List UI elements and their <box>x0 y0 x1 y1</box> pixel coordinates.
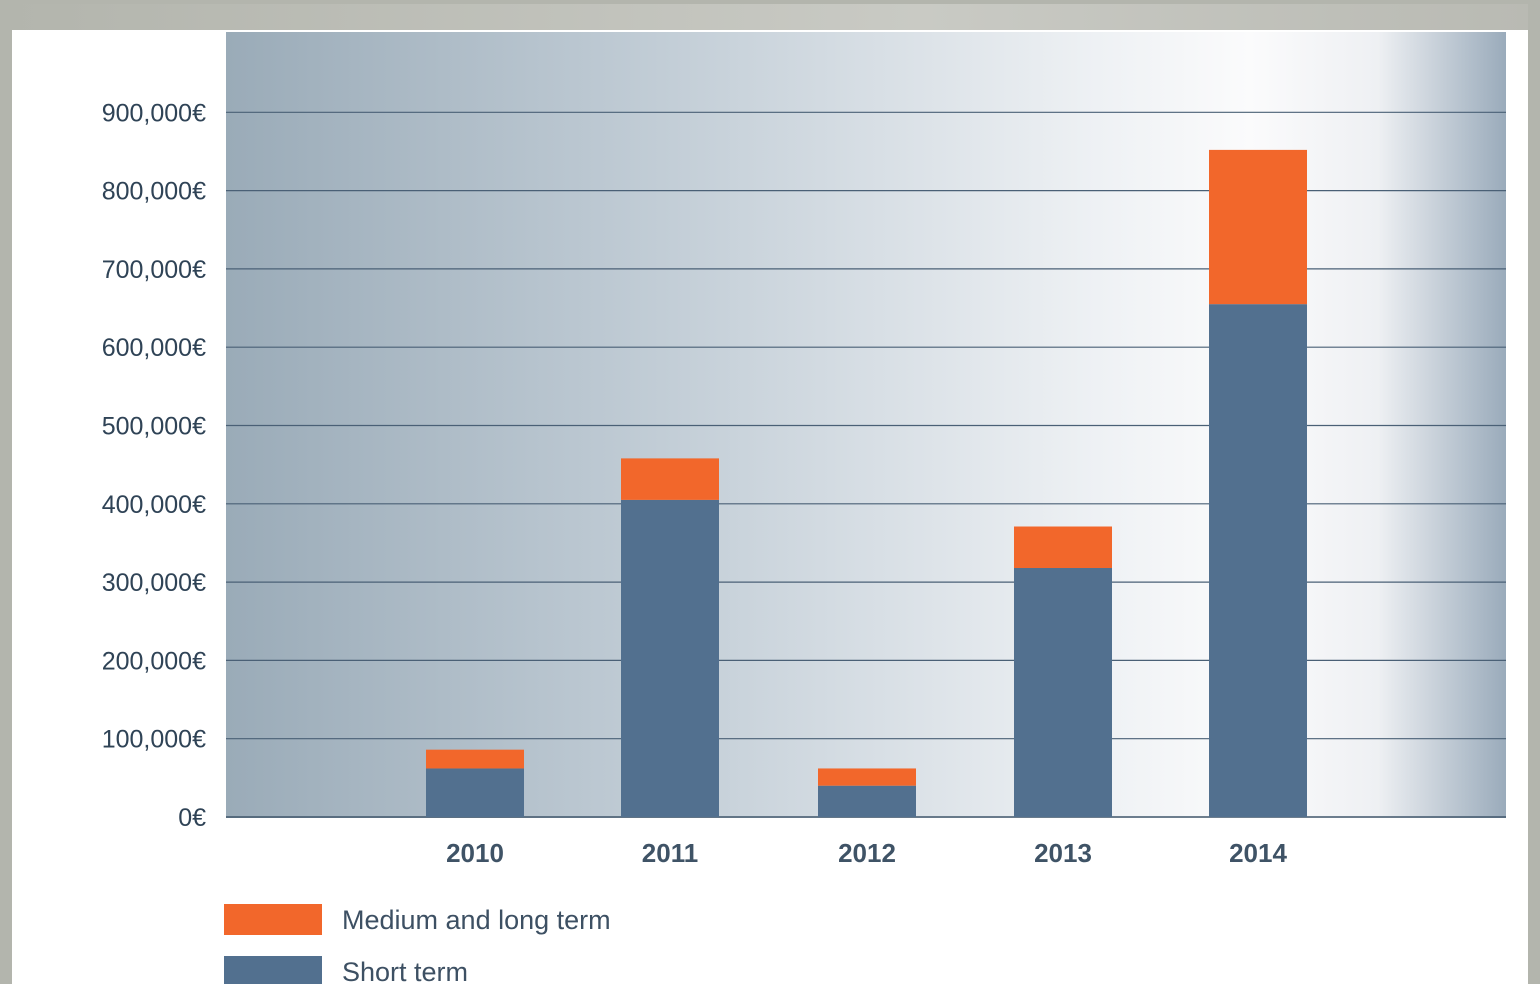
y-tick-label: 200,000€ <box>102 647 206 675</box>
legend: Medium and long term Short term <box>224 904 611 984</box>
y-axis: 0€ 100,000€ 200,000€ 300,000€ 400,000€ 500,00… <box>102 99 206 832</box>
y-tick-label: 100,000€ <box>102 726 206 754</box>
chart-frame: 0€ 100,000€ 200,000€ 300,000€ 400,000€ 500,00… <box>12 4 1528 984</box>
x-tick-label: 2011 <box>642 838 698 868</box>
legend-label: Medium and long term <box>342 905 611 935</box>
bar-short-term-2013 <box>1014 568 1112 817</box>
bar-short-term-2011 <box>621 499 719 817</box>
y-tick-label: 900,000€ <box>102 99 206 127</box>
legend-label: Short term <box>342 957 468 984</box>
bar-medium-long-term-2011 <box>621 458 719 500</box>
y-tick-label: 700,000€ <box>102 256 206 284</box>
gridlines <box>226 111 1506 818</box>
bars <box>426 149 1307 817</box>
legend-swatch <box>224 904 322 935</box>
bar-short-term-2012 <box>818 785 916 817</box>
y-tick-label: 600,000€ <box>102 334 206 362</box>
bar-medium-long-term-2014 <box>1209 149 1307 305</box>
stacked-bar-chart: 0€ 100,000€ 200,000€ 300,000€ 400,000€ 500,00… <box>102 99 1506 984</box>
x-axis: 2010 2011 2012 2013 2014 <box>446 838 1287 868</box>
bar-medium-long-term-2010 <box>426 749 524 769</box>
x-tick-label: 2014 <box>1229 838 1287 868</box>
bar-short-term-2010 <box>426 768 524 817</box>
bar-short-term-2014 <box>1209 304 1307 817</box>
x-tick-label: 2012 <box>838 838 896 868</box>
legend-swatch <box>224 956 322 984</box>
top-band <box>12 4 1528 30</box>
x-tick-label: 2013 <box>1034 838 1092 868</box>
y-tick-label: 500,000€ <box>102 413 206 441</box>
y-tick-label: 800,000€ <box>102 178 206 206</box>
y-tick-label: 300,000€ <box>102 569 206 597</box>
x-tick-label: 2010 <box>446 838 504 868</box>
bar-medium-long-term-2013 <box>1014 526 1112 569</box>
y-tick-label: 400,000€ <box>102 491 206 519</box>
y-tick-label: 0€ <box>178 804 206 832</box>
bar-medium-long-term-2012 <box>818 768 916 786</box>
